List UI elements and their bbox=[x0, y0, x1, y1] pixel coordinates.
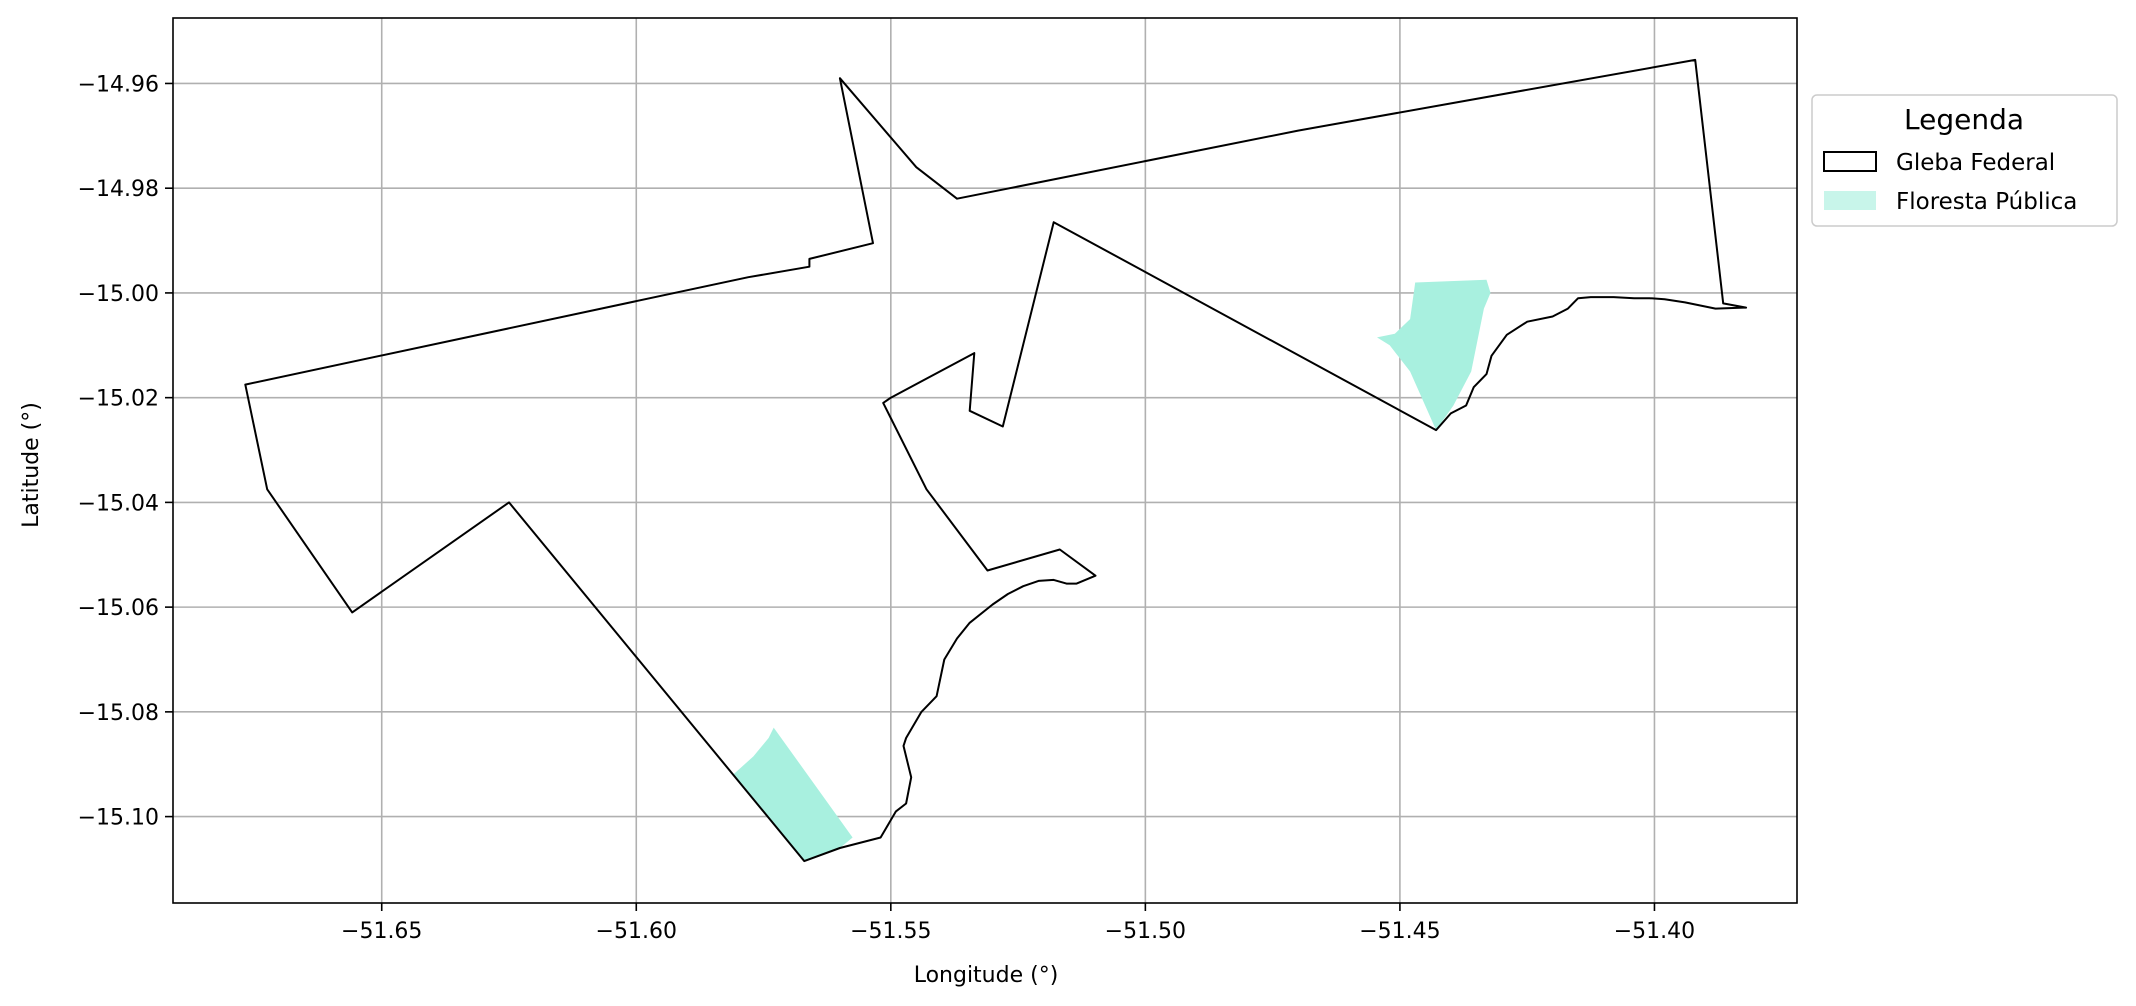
grid bbox=[173, 18, 1797, 903]
y-tick-label: −15.02 bbox=[78, 387, 159, 412]
x-tick-label: −51.45 bbox=[1359, 919, 1440, 944]
y-tick-label: −14.98 bbox=[78, 177, 159, 202]
legend-swatch-gleba-federal bbox=[1823, 151, 1877, 172]
y-tick-label: −15.06 bbox=[78, 596, 159, 621]
legend-label-floresta-publica: Floresta Pública bbox=[1896, 189, 2077, 215]
x-axis: −51.65 −51.60 −51.55 −51.50 −51.45 −51.40 bbox=[341, 903, 1695, 944]
y-axis: −14.96 −14.98 −15.00 −15.02 −15.04 −15.06 −15.… bbox=[78, 72, 173, 831]
y-tick-label: −15.04 bbox=[78, 491, 159, 516]
x-axis-label: Longitude (°) bbox=[914, 963, 1059, 988]
legend-frame bbox=[1811, 94, 2118, 227]
gleba-federal-polygon bbox=[244, 58, 1748, 863]
y-axis-label: Latitude (°) bbox=[19, 402, 44, 528]
y-tick-label: −15.08 bbox=[78, 701, 159, 726]
legend-title: Legenda bbox=[1904, 103, 2024, 136]
y-tick-label: −14.96 bbox=[78, 72, 159, 97]
legend-swatch-floresta-publica bbox=[1824, 191, 1876, 210]
x-tick-label: −51.65 bbox=[341, 919, 422, 944]
floresta-publica-polygon bbox=[1377, 279, 1491, 431]
x-tick-label: −51.60 bbox=[596, 919, 677, 944]
legend-label-gleba-federal: Gleba Federal bbox=[1896, 150, 2055, 176]
x-tick-label: −51.50 bbox=[1105, 919, 1186, 944]
x-tick-label: −51.55 bbox=[850, 919, 931, 944]
y-tick-label: −15.00 bbox=[78, 282, 159, 307]
y-tick-label: −15.10 bbox=[78, 806, 159, 831]
plot-frame bbox=[172, 17, 1798, 904]
floresta-publica-polygon bbox=[733, 727, 853, 862]
x-tick-label: −51.40 bbox=[1614, 919, 1695, 944]
legend: Legenda Gleba Federal Floresta Pública bbox=[1811, 94, 2118, 227]
map-data bbox=[244, 58, 1748, 863]
